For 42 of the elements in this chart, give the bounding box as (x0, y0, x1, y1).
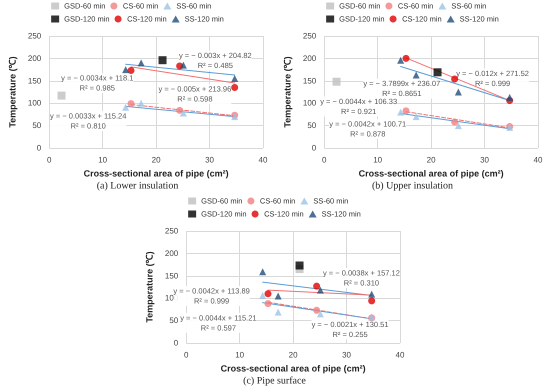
x-axis-title: Cross-sectional area of pipe (cm²) (358, 168, 504, 178)
x-tick-label: 20 (426, 156, 436, 164)
x-tick-label: 10 (373, 156, 383, 164)
y-tick-label: 200 (164, 248, 179, 258)
y-tick-label: 250 (164, 226, 179, 236)
x-tick-label: 30 (342, 350, 352, 360)
x-tick-label: 0 (322, 156, 328, 164)
x-tick-label: 40 (396, 350, 405, 360)
x-tick-label: 10 (235, 350, 245, 360)
y-axis-title: Temperature (℃) (282, 56, 292, 128)
y-tick-label: 150 (28, 76, 42, 86)
text: (a) Lower insulation (96, 180, 178, 192)
y-tick-label: 100 (164, 294, 179, 303)
y-tick-label: 200 (302, 54, 317, 63)
y-tick-label: 250 (302, 32, 317, 40)
y-tick-label: 0 (36, 144, 42, 152)
x-axis-title: Cross-sectional area of pipe (cm²) (84, 168, 229, 178)
x-tick-label: 20 (288, 350, 298, 360)
y-tick-label: 100 (302, 98, 317, 108)
x-tick-label: 10 (98, 156, 108, 164)
y-tick-label: 0 (312, 144, 317, 152)
y-tick-label: 150 (302, 76, 317, 86)
x-tick-label: 30 (480, 156, 490, 164)
x-tick-label: 40 (258, 156, 268, 164)
y-tick-label: 0 (174, 338, 179, 348)
x-tick-label: 20 (152, 156, 162, 164)
y-tick-label: 150 (164, 271, 179, 280)
y-tick-label: 200 (28, 54, 42, 63)
y-axis-title: Temperature (℃) (8, 56, 18, 128)
y-tick-label: 100 (28, 98, 42, 108)
y-tick-label: 50 (32, 121, 42, 130)
y-tick-label: 50 (307, 121, 317, 130)
text: (c) Pipe surface (243, 376, 306, 386)
y-tick-label: 50 (169, 316, 179, 326)
x-tick-label: 0 (47, 156, 52, 164)
y-axis-title: Temperature (℃) (144, 251, 154, 323)
x-tick-label: 40 (534, 156, 543, 164)
x-tick-label: 0 (184, 350, 190, 360)
y-tick-label: 250 (28, 32, 42, 40)
x-tick-label: 30 (205, 156, 215, 164)
text: (b) Upper insulation (372, 180, 454, 192)
x-axis-title: Cross-sectional area of pipe (cm²) (220, 363, 366, 374)
